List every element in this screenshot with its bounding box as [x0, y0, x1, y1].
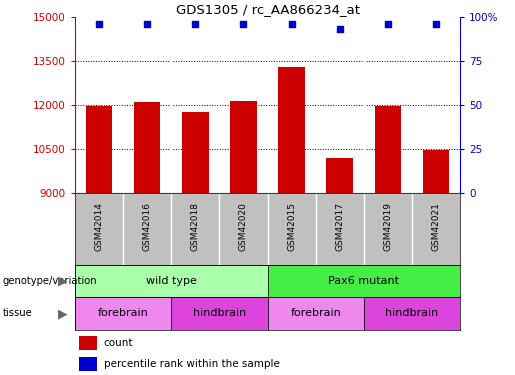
Bar	[278, 67, 305, 193]
Point	[336, 26, 344, 32]
Text: forebrain: forebrain	[290, 309, 341, 318]
Text: GSM42021: GSM42021	[432, 202, 440, 250]
Bar	[134, 102, 160, 193]
Text: GSM42016: GSM42016	[143, 202, 152, 250]
Text: GSM42017: GSM42017	[335, 202, 344, 250]
Text: Pax6 mutant: Pax6 mutant	[328, 276, 399, 286]
Bar	[86, 106, 112, 193]
Text: hindbrain: hindbrain	[385, 309, 438, 318]
Point	[432, 21, 440, 27]
Text: percentile rank within the sample: percentile rank within the sample	[104, 359, 280, 369]
Bar	[79, 357, 97, 371]
Bar	[364, 297, 460, 330]
Text: GSM42020: GSM42020	[239, 202, 248, 250]
Bar	[182, 112, 209, 193]
Bar	[171, 297, 267, 330]
Text: wild type: wild type	[146, 276, 197, 286]
Title: GDS1305 / rc_AA866234_at: GDS1305 / rc_AA866234_at	[176, 3, 359, 16]
Text: tissue: tissue	[3, 309, 32, 318]
Bar	[230, 100, 256, 193]
Bar	[79, 336, 97, 350]
Text: genotype/variation: genotype/variation	[3, 276, 97, 286]
Text: ▶: ▶	[58, 274, 67, 288]
Point	[239, 21, 248, 27]
Text: GSM42018: GSM42018	[191, 202, 200, 250]
Bar	[327, 158, 353, 193]
Point	[384, 21, 392, 27]
Point	[143, 21, 151, 27]
Bar	[75, 265, 267, 297]
Point	[95, 21, 103, 27]
Text: count: count	[104, 338, 133, 348]
Text: hindbrain: hindbrain	[193, 309, 246, 318]
Point	[191, 21, 199, 27]
Text: ▶: ▶	[58, 307, 67, 320]
Text: GSM42014: GSM42014	[95, 202, 104, 250]
Bar	[267, 265, 460, 297]
Bar	[423, 150, 449, 193]
Bar	[75, 297, 171, 330]
Text: forebrain: forebrain	[98, 309, 148, 318]
Bar	[374, 106, 401, 193]
Text: GSM42019: GSM42019	[383, 202, 392, 250]
Point	[287, 21, 296, 27]
Text: GSM42015: GSM42015	[287, 202, 296, 250]
Bar	[267, 297, 364, 330]
